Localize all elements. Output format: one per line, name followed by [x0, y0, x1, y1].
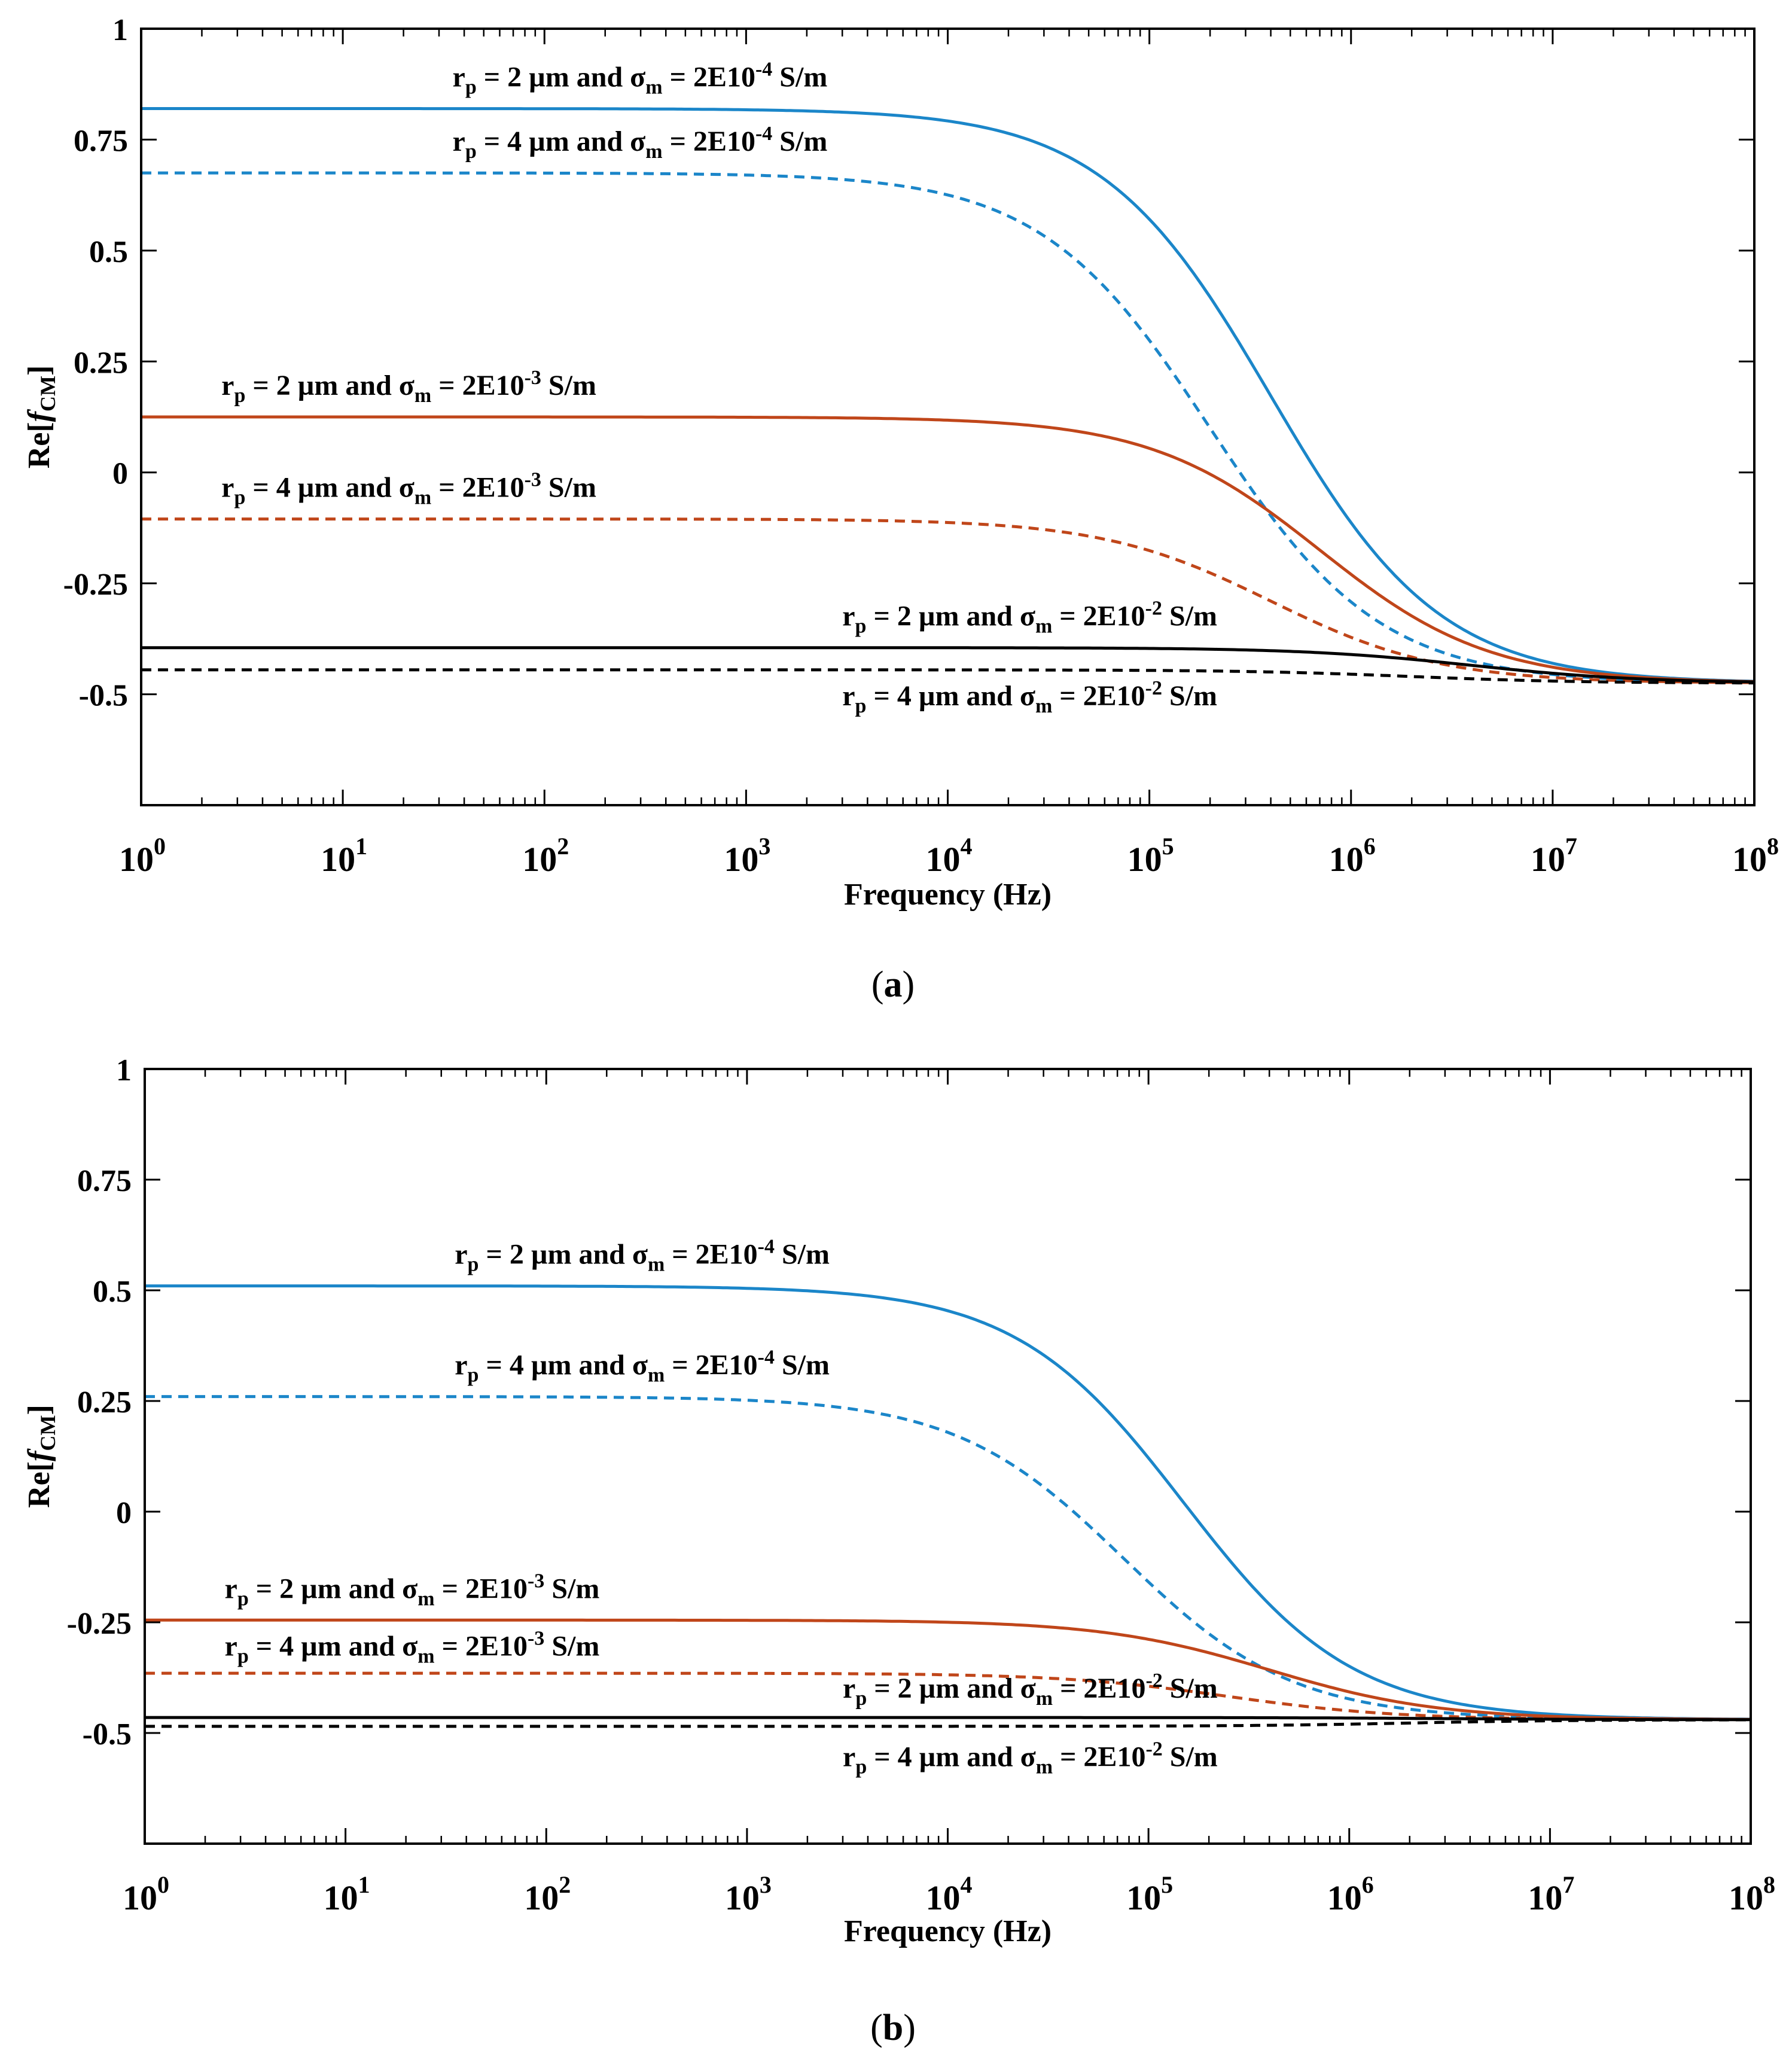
x-axis-label: Frequency (Hz)	[844, 878, 1052, 912]
x-tick-label: 102	[524, 1871, 571, 1917]
x-tick-label: 108	[1732, 833, 1779, 879]
panel-label: (a)	[871, 964, 915, 1005]
y-tick-label: -0.25	[67, 1607, 132, 1641]
annotation-label-5: rp = 2 µm and σm = 2E10-2 S/m	[843, 1670, 1218, 1710]
x-tick-label: 100	[123, 1871, 169, 1917]
annotation-label-2: rp = 4 µm and σm = 2E10-4 S/m	[453, 123, 828, 163]
y-tick-label: -0.5	[79, 679, 128, 713]
series-group	[145, 1284, 1751, 1728]
annotation-label-5: rp = 2 µm and σm = 2E10-2 S/m	[842, 598, 1217, 638]
x-tick-label: 101	[321, 833, 367, 879]
x-tick-label: 104	[926, 833, 973, 879]
series-line-4	[141, 517, 1754, 684]
annotation-label-6: rp = 4 µm and σm = 2E10-2 S/m	[843, 1738, 1218, 1778]
series-line-3	[145, 1618, 1751, 1721]
y-tick-label: 0.75	[74, 124, 128, 158]
x-tick-label: 108	[1729, 1871, 1775, 1917]
y-tick-label: 0.5	[93, 1275, 132, 1309]
annotation-label-4: rp = 4 µm and σm = 2E10-3 S/m	[225, 1628, 600, 1668]
y-tick-label: 0.75	[77, 1164, 132, 1198]
annotation-label-2: rp = 4 µm and σm = 2E10-4 S/m	[455, 1347, 830, 1387]
series-line-1	[141, 107, 1754, 683]
x-tick-label: 104	[926, 1871, 973, 1917]
series-line-6	[141, 668, 1754, 685]
annotation-label-1: rp = 2 µm and σm = 2E10-4 S/m	[455, 1236, 830, 1276]
y-tick-label: 0.25	[77, 1385, 132, 1420]
x-tick-label: 105	[1126, 1871, 1173, 1917]
series-group	[141, 107, 1754, 685]
y-tick-label: 0	[116, 1496, 132, 1530]
y-tick-label: 0.5	[89, 235, 128, 269]
x-tick-label: 103	[724, 833, 770, 879]
x-tick-label: 106	[1327, 1871, 1374, 1917]
y-tick-label: 0	[112, 457, 128, 491]
x-tick-label: 105	[1127, 833, 1174, 879]
series-line-1	[145, 1284, 1751, 1721]
x-tick-label: 102	[522, 833, 569, 879]
series-line-3	[141, 415, 1754, 683]
y-tick-label: 1	[112, 13, 128, 47]
annotation-label-4: rp = 4 µm and σm = 2E10-3 S/m	[221, 469, 596, 509]
series-line-5	[145, 1716, 1751, 1722]
x-tick-label: 106	[1329, 833, 1376, 879]
x-tick-label: 103	[725, 1871, 772, 1917]
y-tick-label: -0.25	[63, 568, 128, 602]
annotation-label-6: rp = 4 µm and σm = 2E10-2 S/m	[842, 677, 1217, 717]
x-tick-label: 101	[324, 1871, 370, 1917]
x-tick-label: 100	[119, 833, 166, 879]
y-tick-label: -0.5	[83, 1717, 132, 1752]
series-line-2	[145, 1395, 1751, 1721]
series-line-6	[145, 1718, 1751, 1728]
x-tick-label: 107	[1528, 1871, 1574, 1917]
annotation-label-3: rp = 2 µm and σm = 2E10-3 S/m	[221, 367, 596, 407]
annotation-label-3: rp = 2 µm and σm = 2E10-3 S/m	[225, 1570, 600, 1610]
panel-label: (b)	[870, 2008, 916, 2048]
y-axis-label: Re[fCM]	[22, 1405, 60, 1508]
y-tick-label: 0.25	[74, 346, 128, 380]
y-axis-label: Re[fCM]	[22, 366, 60, 469]
series-line-5	[141, 646, 1754, 684]
chart-panel-b: 100 101 102 103 104 105 106 107 108 1 0.75 0.5 0.25 0…	[22, 1053, 1775, 2048]
x-axis-label: Frequency (Hz)	[844, 1914, 1052, 1948]
series-line-2	[141, 171, 1754, 684]
y-tick-label: 1	[116, 1053, 132, 1088]
x-tick-label: 107	[1531, 833, 1577, 879]
chart-panel-a: 100 101 102 103 104 105 106 107 108 1 0.75 0.5 0.25 0…	[22, 13, 1779, 1005]
annotation-label-1: rp = 2 µm and σm = 2E10-4 S/m	[453, 58, 828, 98]
